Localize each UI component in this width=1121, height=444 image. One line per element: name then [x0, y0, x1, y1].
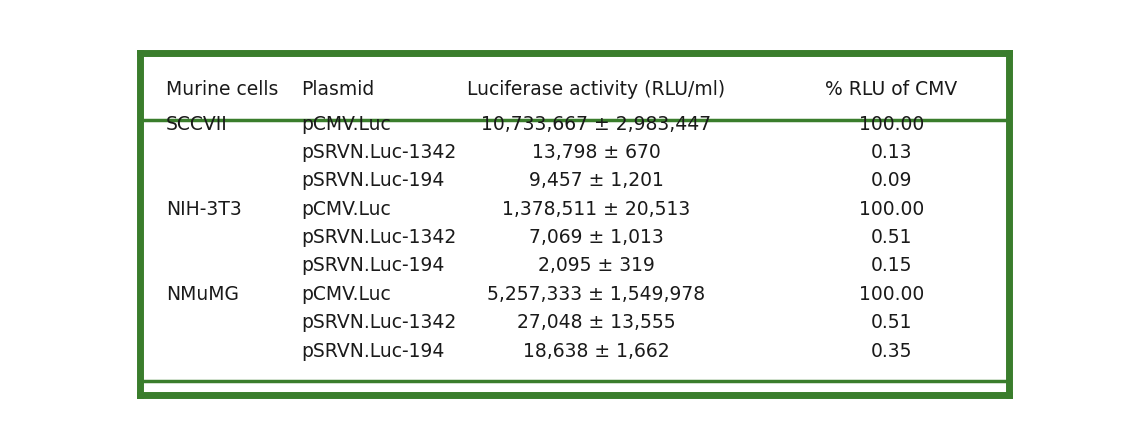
Text: 0.51: 0.51 [871, 313, 912, 332]
Text: pSRVN.Luc-1342: pSRVN.Luc-1342 [300, 313, 456, 332]
Text: 0.13: 0.13 [871, 143, 912, 162]
Text: pCMV.Luc: pCMV.Luc [300, 115, 390, 134]
Text: Murine cells: Murine cells [166, 79, 278, 99]
Text: 100.00: 100.00 [859, 285, 924, 304]
Text: 0.15: 0.15 [871, 257, 912, 275]
Text: 2,095 ± 319: 2,095 ± 319 [538, 257, 655, 275]
Text: pCMV.Luc: pCMV.Luc [300, 200, 390, 219]
Text: 0.35: 0.35 [871, 341, 912, 361]
Text: Luciferase activity (RLU/ml): Luciferase activity (RLU/ml) [467, 79, 725, 99]
Text: 0.51: 0.51 [871, 228, 912, 247]
Text: 100.00: 100.00 [859, 200, 924, 219]
Text: pSRVN.Luc-194: pSRVN.Luc-194 [300, 257, 444, 275]
Text: 27,048 ± 13,555: 27,048 ± 13,555 [517, 313, 676, 332]
Text: 13,798 ± 670: 13,798 ± 670 [531, 143, 660, 162]
Text: pSRVN.Luc-194: pSRVN.Luc-194 [300, 341, 444, 361]
Text: pCMV.Luc: pCMV.Luc [300, 285, 390, 304]
Text: pSRVN.Luc-1342: pSRVN.Luc-1342 [300, 143, 456, 162]
Text: NMuMG: NMuMG [166, 285, 239, 304]
Text: 18,638 ± 1,662: 18,638 ± 1,662 [522, 341, 669, 361]
Text: 9,457 ± 1,201: 9,457 ± 1,201 [529, 171, 664, 190]
Text: % RLU of CMV: % RLU of CMV [825, 79, 957, 99]
Text: Plasmid: Plasmid [300, 79, 374, 99]
Text: 100.00: 100.00 [859, 115, 924, 134]
Text: 10,733,667 ± 2,983,447: 10,733,667 ± 2,983,447 [481, 115, 712, 134]
Text: 5,257,333 ± 1,549,978: 5,257,333 ± 1,549,978 [488, 285, 705, 304]
Text: NIH-3T3: NIH-3T3 [166, 200, 242, 219]
Text: 0.09: 0.09 [871, 171, 912, 190]
Text: 1,378,511 ± 20,513: 1,378,511 ± 20,513 [502, 200, 691, 219]
Text: SCCVII: SCCVII [166, 115, 228, 134]
Text: pSRVN.Luc-194: pSRVN.Luc-194 [300, 171, 444, 190]
Text: 7,069 ± 1,013: 7,069 ± 1,013 [529, 228, 664, 247]
Text: pSRVN.Luc-1342: pSRVN.Luc-1342 [300, 228, 456, 247]
